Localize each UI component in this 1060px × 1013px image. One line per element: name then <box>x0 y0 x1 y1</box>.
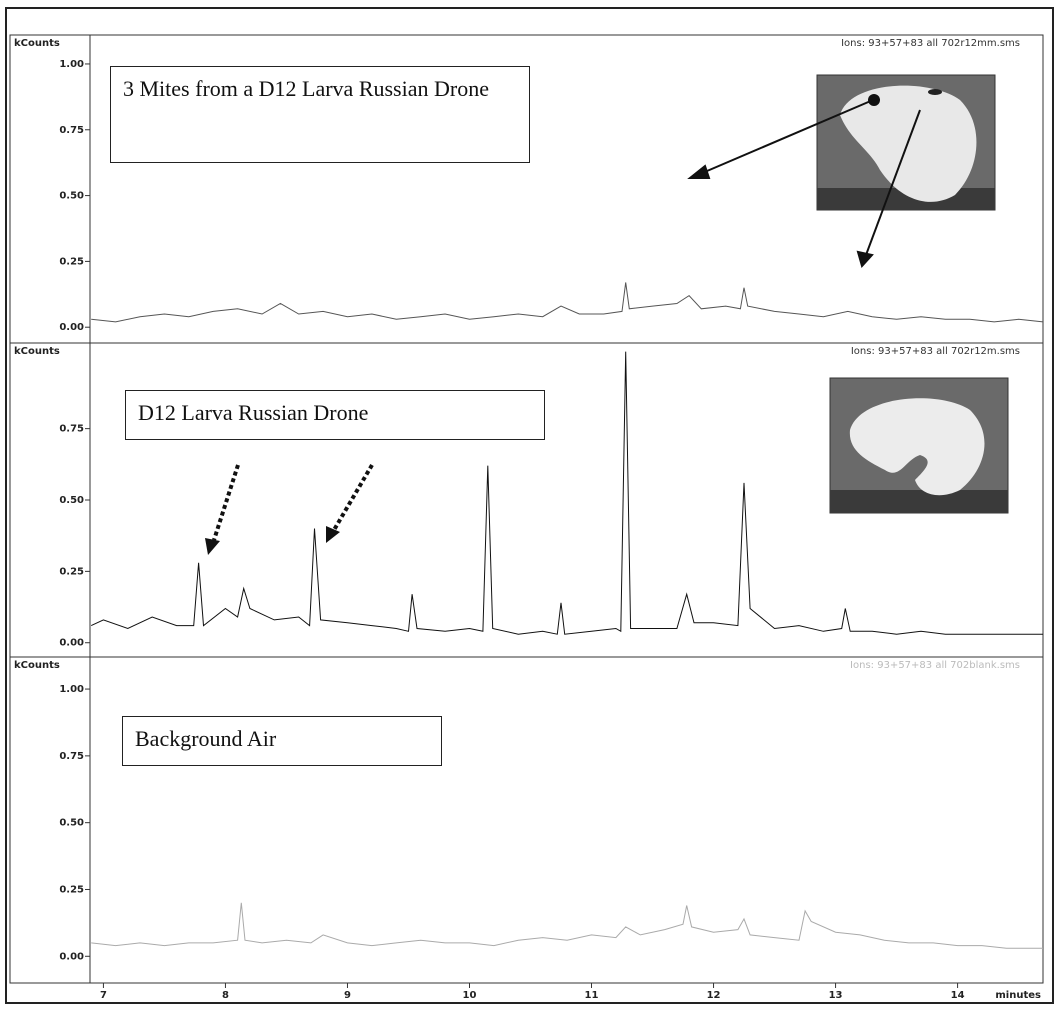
x-axis-label: minutes <box>995 990 1041 1001</box>
dashed-arrows <box>205 465 372 555</box>
x-tick-label: 8 <box>222 990 229 1001</box>
larva-image <box>830 378 1008 513</box>
larva-image-mites <box>817 75 995 210</box>
y-tick-label: 0.75 <box>59 751 84 762</box>
annotation-box: 3 Mites from a D12 Larva Russian Drone <box>110 66 530 163</box>
x-tick-label: 13 <box>829 990 843 1001</box>
y-tick-label: 1.00 <box>59 59 84 70</box>
page: kCounts Ions: 93+57+83 all 702r12mm.sms 0.… <box>0 0 1060 1013</box>
ions-label: Ions: 93+57+83 all 702r12m.sms <box>851 346 1020 357</box>
y-tick-label: 0.00 <box>59 322 84 333</box>
annotation-box: Background Air <box>122 716 442 766</box>
chromatogram-line <box>91 903 1043 949</box>
y-axis-label: kCounts <box>14 38 60 49</box>
y-axis-label: kCounts <box>14 660 60 671</box>
x-tick-label: 12 <box>707 990 721 1001</box>
x-tick-label: 9 <box>344 990 351 1001</box>
y-tick-label: 1.00 <box>59 684 84 695</box>
y-tick-label: 0.75 <box>59 125 84 136</box>
y-tick-label: 0.25 <box>59 884 84 895</box>
y-tick-label: 0.50 <box>59 818 84 829</box>
y-tick-label: 0.75 <box>59 424 84 435</box>
y-tick-label: 0.25 <box>59 256 84 267</box>
y-axis-label: kCounts <box>14 346 60 357</box>
ions-label: Ions: 93+57+83 all 702blank.sms <box>850 660 1020 671</box>
annotation-box: D12 Larva Russian Drone <box>125 390 545 440</box>
y-tick-label: 0.00 <box>59 951 84 962</box>
x-tick-label: 10 <box>463 990 477 1001</box>
ions-label: Ions: 93+57+83 all 702r12mm.sms <box>841 38 1020 49</box>
y-tick-label: 0.25 <box>59 566 84 577</box>
y-tick-label: 0.00 <box>59 638 84 649</box>
x-tick-label: 7 <box>100 990 107 1001</box>
chromatogram-line <box>91 283 1043 322</box>
x-tick-label: 14 <box>951 990 965 1001</box>
y-tick-label: 0.50 <box>59 191 84 202</box>
x-tick-label: 11 <box>585 990 599 1001</box>
y-tick-label: 0.50 <box>59 495 84 506</box>
